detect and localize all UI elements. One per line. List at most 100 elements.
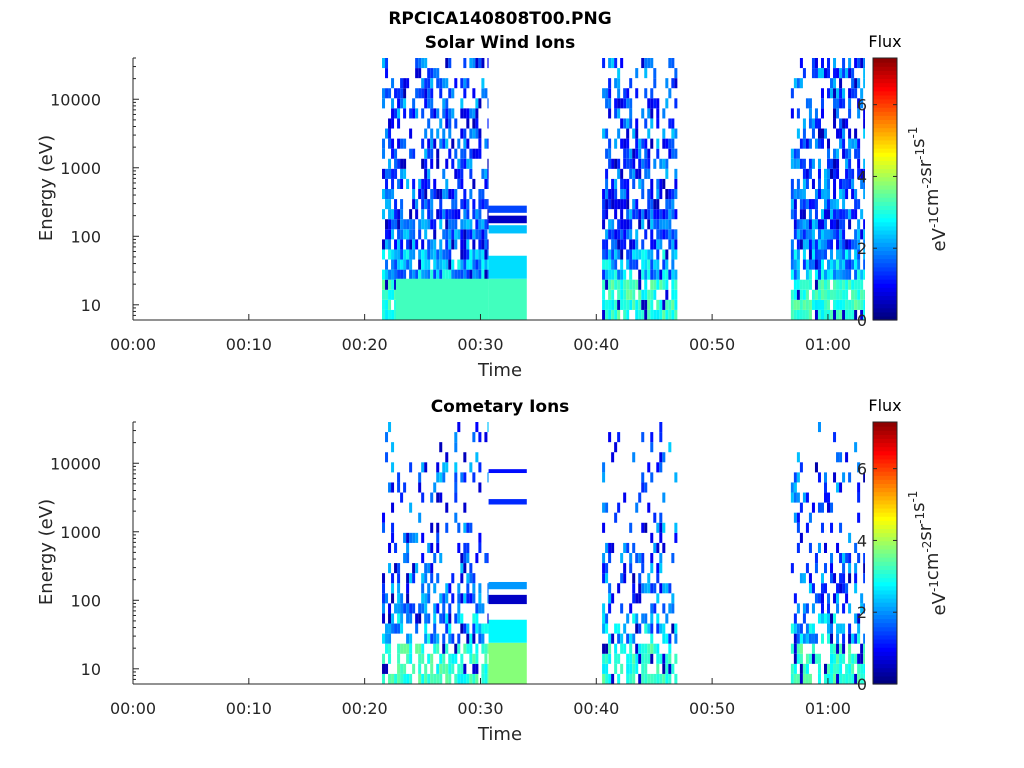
heatmap-cell (466, 259, 470, 270)
heatmap-cell (836, 148, 840, 159)
heatmap-cell (602, 643, 606, 654)
heatmap-cell (796, 623, 800, 634)
heatmap-cell (475, 209, 479, 220)
heatmap-cell (605, 239, 609, 250)
heatmap-cell (394, 289, 398, 300)
heatmap-cell (421, 199, 425, 210)
heatmap-cell (802, 279, 806, 290)
heatmap-cell (854, 58, 858, 69)
heatmap-cell (671, 78, 675, 89)
heatmap-cell (647, 209, 651, 220)
heatmap-cell (811, 68, 815, 79)
heatmap-cell (454, 118, 458, 129)
heatmap-cell (478, 583, 482, 594)
heatmap-cell (830, 553, 834, 564)
heatmap-cell (854, 239, 858, 250)
heatmap-cell (629, 98, 633, 109)
x-tick-label: 00:00 (110, 335, 156, 354)
heatmap-cell (830, 522, 834, 533)
heatmap-cell (403, 88, 407, 99)
heatmap-cell (836, 593, 840, 604)
heatmap-cell (454, 442, 458, 453)
heatmap-cell (641, 653, 645, 664)
heatmap-cell (827, 199, 831, 210)
heatmap-cell (674, 633, 678, 644)
heatmap-cell (472, 653, 476, 664)
heatmap-cell (802, 259, 806, 270)
heatmap-cell (436, 522, 440, 533)
heatmap-cell (665, 249, 669, 260)
heatmap-cell (626, 189, 630, 200)
heatmap-cell (857, 492, 861, 503)
heatmap-cell (448, 108, 452, 119)
heatmap-cell (424, 189, 428, 200)
heatmap-cell (790, 482, 794, 493)
heatmap-cell (674, 522, 678, 533)
colorbar-swatch (873, 663, 897, 669)
heatmap-cell (820, 633, 824, 644)
y-tick-label: 100 (70, 227, 101, 246)
heatmap-cell (827, 633, 831, 644)
heatmap-cell (647, 249, 651, 260)
heatmap-cell (659, 452, 663, 463)
heatmap-cell (857, 482, 861, 493)
heatmap-cell (659, 553, 663, 564)
heatmap-cell (427, 673, 431, 684)
heatmap-cell (623, 118, 627, 129)
heatmap-cell (602, 603, 606, 614)
heatmap-cell (827, 68, 831, 79)
heatmap-cell (662, 663, 666, 674)
heatmap-cell (671, 309, 675, 320)
heatmap-cell (647, 108, 651, 119)
heatmap-cell (662, 178, 666, 189)
heatmap-cell (614, 78, 618, 89)
heatmap-cell (620, 603, 624, 614)
heatmap-cell (790, 108, 794, 119)
heatmap-cell (641, 178, 645, 189)
heatmap-cell (466, 573, 470, 584)
heatmap-cell (808, 542, 812, 553)
heatmap-cell (863, 663, 865, 674)
heatmap-cell (671, 148, 675, 159)
heatmap-cell (602, 653, 606, 664)
heatmap-cell (617, 502, 621, 513)
heatmap-cell (635, 168, 639, 179)
heatmap-cell (475, 229, 479, 240)
heatmap-cell (674, 623, 678, 634)
heatmap-cell (820, 68, 824, 79)
heatmap-cell (481, 269, 485, 280)
heatmap-cell (799, 673, 803, 684)
heatmap-cell (793, 158, 797, 169)
heatmap-cell (671, 128, 675, 139)
colorbar-swatch (873, 450, 897, 456)
heatmap-cell (674, 472, 678, 483)
heatmap-cell (833, 299, 837, 310)
heatmap-cell (623, 299, 627, 310)
heatmap-cell (614, 138, 618, 149)
heatmap-cell (388, 199, 392, 210)
heatmap-cell (448, 128, 452, 139)
heatmap-cell (793, 199, 797, 210)
heatmap-cell (463, 563, 467, 574)
heatmap-cell (857, 299, 861, 310)
heatmap-cell (671, 279, 675, 290)
heatmap-cell (674, 229, 678, 240)
heatmap-cell (659, 299, 663, 310)
colorbar-tick-label: 6 (857, 460, 867, 479)
heatmap-cell (842, 219, 846, 230)
heatmap-cell (403, 168, 407, 179)
heatmap-cell (605, 643, 609, 654)
heatmap-cell (608, 108, 612, 119)
heatmap-cell (382, 269, 386, 280)
heatmap-cell (391, 148, 395, 159)
heatmap-cell (796, 158, 800, 169)
heatmap-cell (641, 269, 645, 280)
heatmap-cell (623, 219, 627, 230)
heatmap-cell (796, 219, 800, 230)
heatmap-cell (833, 68, 837, 79)
heatmap-cell (472, 209, 476, 220)
heatmap-cell (848, 643, 852, 654)
heatmap-cell (484, 269, 488, 280)
heatmap-cell (418, 663, 422, 674)
